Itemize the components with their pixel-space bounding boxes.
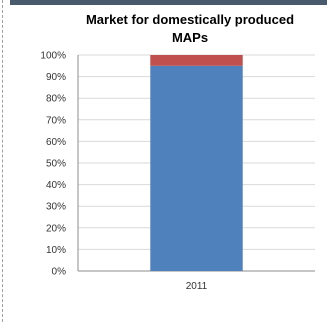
chart-panel: Market for domestically produced MAPs 0%… [10,5,327,322]
y-tick-label: 30% [46,202,66,213]
y-tick-label: 20% [46,223,66,234]
y-tick-label: 80% [46,94,66,105]
y-tick-label: 10% [46,245,66,256]
y-tick-label: 90% [46,72,66,83]
bar-segment [150,55,243,66]
bar-chart: 0% 10% 20% 30% 40% 50% 60% 70% 80% 90% 100% 2011 [40,51,315,292]
y-tick-label: 0% [52,267,67,278]
y-tick-label: 60% [46,137,66,148]
bar-segment [150,65,243,271]
dashed-border [2,0,3,322]
y-tick-label: 40% [46,180,66,191]
x-tick-label: 2011 [186,281,208,292]
y-tick-label: 50% [46,159,66,170]
y-tick-label: 100% [40,51,66,62]
chart-title: Market for domestically produced MAPs [85,12,295,45]
y-tick-label: 70% [46,115,66,126]
